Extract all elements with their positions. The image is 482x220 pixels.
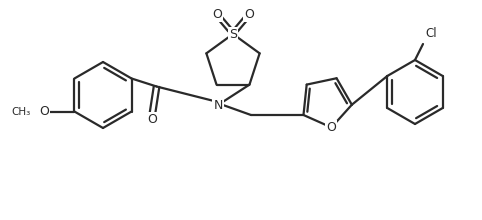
Text: Cl: Cl — [425, 27, 437, 40]
Text: O: O — [244, 7, 254, 20]
Text: S: S — [229, 28, 237, 40]
Text: O: O — [40, 105, 49, 118]
Text: O: O — [147, 113, 158, 126]
Text: N: N — [214, 99, 223, 112]
Text: O: O — [326, 121, 336, 134]
Text: CH₃: CH₃ — [11, 106, 30, 117]
Text: O: O — [212, 7, 222, 20]
